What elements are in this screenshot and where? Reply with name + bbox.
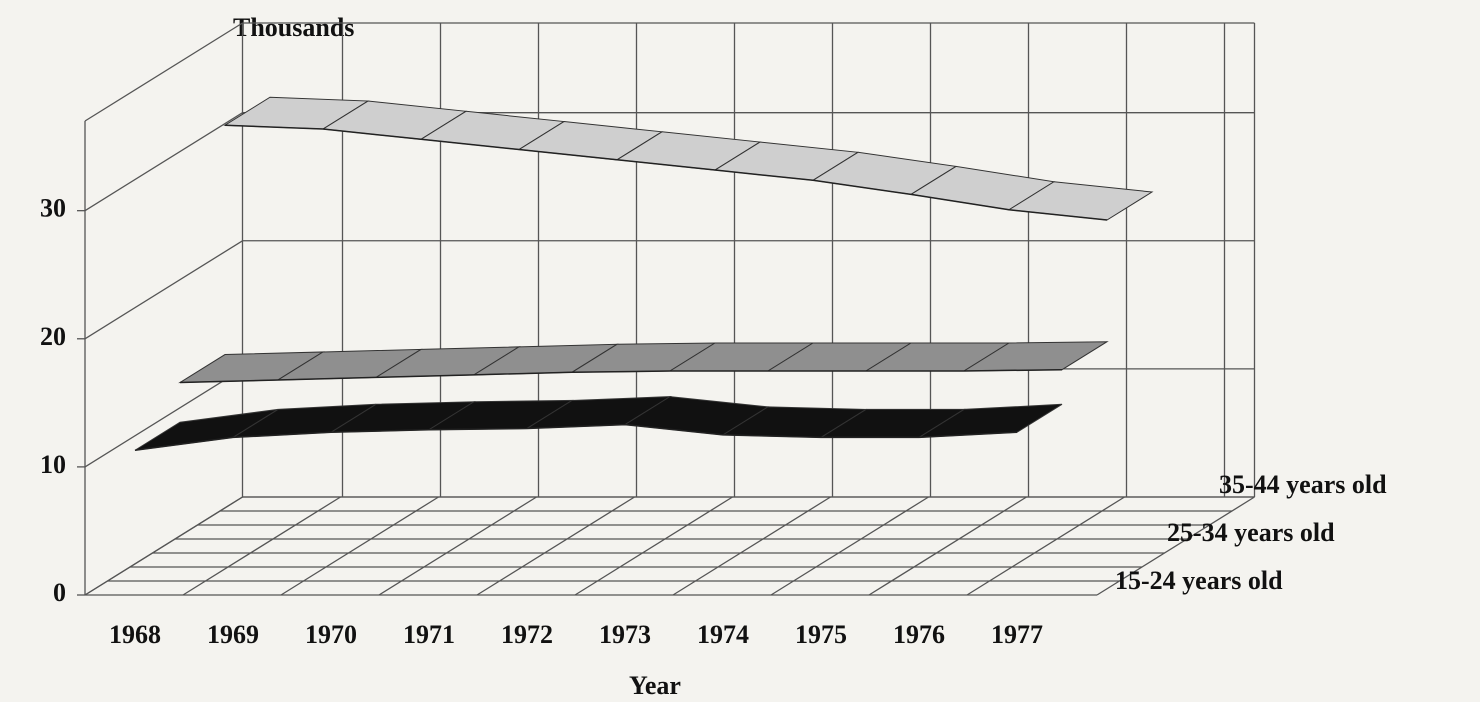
grid-line [84,240,243,340]
y-tick-label: 10 [40,450,66,479]
floor-line [672,496,831,596]
floor-line [966,496,1125,596]
floor-line [1096,496,1255,596]
floor-line [770,496,929,596]
x-tick-label: 1974 [697,620,749,649]
ribbon-edge [134,423,1018,451]
x-tick-label: 1970 [305,620,357,649]
x-tick-label: 1972 [501,620,553,649]
grid-line [84,368,243,468]
y-tick-label: 20 [40,322,66,351]
x-tick-label: 1977 [991,620,1043,649]
floor-line [280,496,439,596]
grid-line [84,112,243,212]
ribbon-edge [179,368,1063,384]
wall-edge [84,22,243,122]
floor-line [574,496,733,596]
x-tick-label: 1968 [109,620,161,649]
grid-line [84,496,243,596]
floor-line [182,496,341,596]
y-tick-label: 30 [40,194,66,223]
floor-line [378,496,537,596]
x-tick-label: 1971 [403,620,455,649]
x-tick-label: 1975 [795,620,847,649]
x-axis-label: Year [629,671,681,700]
ribbon-edge [224,124,1108,221]
floor-line [868,496,1027,596]
y-axis-label: Thousands [233,13,354,42]
legend-label: 15-24 years old [1115,566,1283,595]
floor-line [476,496,635,596]
y-tick-label: 0 [53,578,66,607]
x-tick-label: 1973 [599,620,651,649]
legend-label: 35-44 years old [1219,470,1387,499]
x-tick-label: 1976 [893,620,945,649]
legend-label: 25-34 years old [1167,518,1335,547]
x-tick-label: 1969 [207,620,259,649]
